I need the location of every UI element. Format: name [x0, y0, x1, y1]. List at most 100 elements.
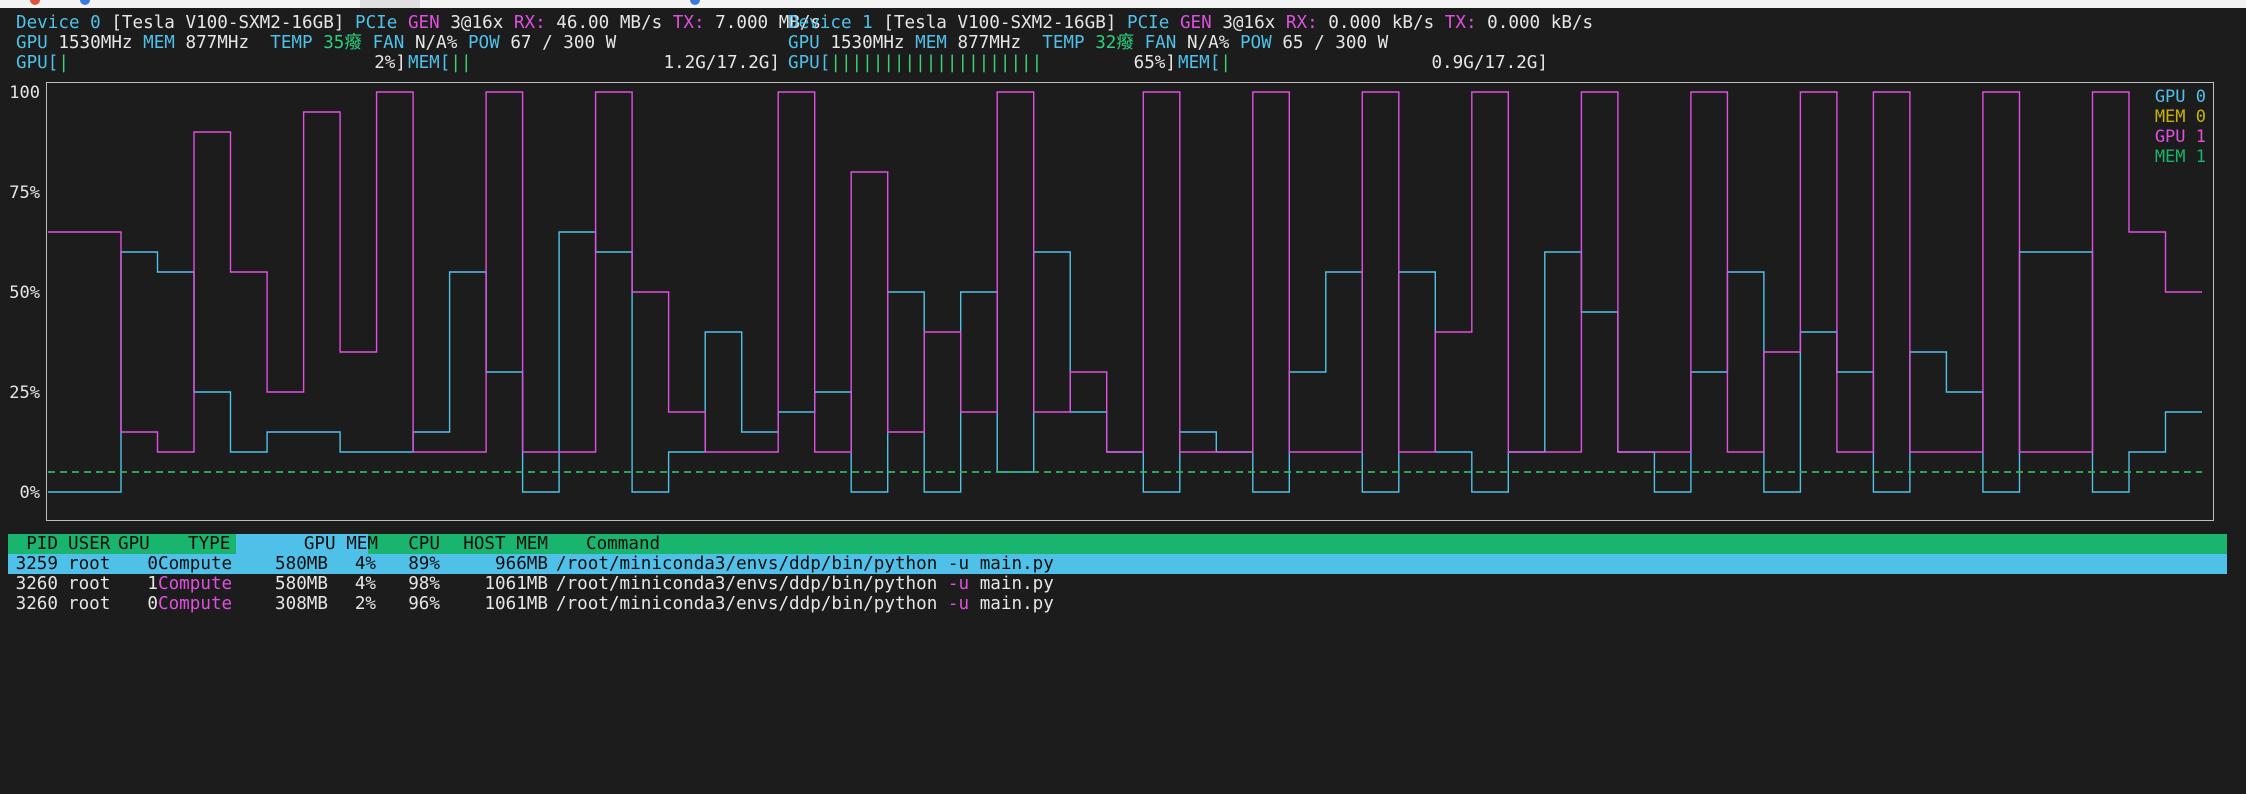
gen-value: 3@16x [1222, 13, 1276, 33]
device-0-line-2: GPU 1530MHz MEM 877MHz TEMP 35癈 FAN N/A%… [16, 33, 616, 53]
process-row[interactable]: 3260 root 1 Compute 580MB 4% 98% 1061MB … [8, 574, 2227, 594]
row-type: Compute [158, 574, 233, 594]
y-tick-label: 75% [9, 183, 40, 203]
row-command: /root/miniconda3/envs/ddp/bin/python -u … [556, 574, 1054, 594]
device-0-gpu-bar: GPU[| [16, 53, 69, 73]
device-index: 0 [90, 13, 101, 33]
pcie-label: PCIe [354, 13, 398, 33]
col-user[interactable]: USER [68, 534, 111, 554]
y-tick-label: 100 [9, 83, 40, 103]
gpu-bar-value: 65%] [1133, 53, 1176, 73]
tab-favicon-icon [30, 0, 40, 5]
command-flag: -u [947, 594, 970, 614]
mem-bar-label: MEM[ [408, 53, 451, 73]
series-lines [48, 91, 2202, 493]
col-gpu-mem[interactable]: GPU MEM [303, 534, 378, 554]
mem-bar-label: MEM[ [1178, 53, 1221, 73]
row-cpu: 98% [408, 574, 440, 594]
temp-value: 32癈 [1095, 33, 1134, 53]
pow-value: 67 / 300 W [510, 33, 617, 53]
device-0-line-1: Device 0 [Tesla V100-SXM2-16GB] PCIe GEN… [16, 13, 821, 33]
y-axis-ticks: 100 75% 50% 25% 0% [9, 83, 40, 503]
mem-clock-label: MEM [143, 33, 175, 53]
row-command: /root/miniconda3/envs/ddp/bin/python -u … [556, 554, 1054, 574]
mem-bar-fill: || [450, 53, 472, 73]
gpu-bar-fill: |||||||||||||||||||| [830, 53, 1043, 73]
col-pid[interactable]: PID [26, 534, 58, 554]
device-index: 1 [862, 13, 873, 33]
gpu-clock-label: GPU [16, 33, 48, 53]
temp-value: 35癈 [323, 33, 362, 53]
pow-label: POW [1239, 33, 1272, 53]
gpu-clock-value: 1530MHz [830, 33, 905, 53]
row-host-mem: 1061MB [484, 594, 548, 614]
rx-value: 46.00 MB/s [556, 13, 663, 33]
row-gpu-mem: 308MB [275, 594, 328, 614]
tx-value: 7.000 MB/s [715, 13, 822, 33]
row-gpu-mem-pct: 4% [354, 574, 376, 594]
row-user: root [68, 554, 111, 574]
tx-label: TX: [1444, 13, 1477, 33]
legend-item: GPU 0 [2155, 87, 2206, 107]
pow-value: 65 / 300 W [1282, 33, 1389, 53]
col-host-mem[interactable]: HOST MEM [463, 534, 548, 554]
device-1-mem-value: 0.9G/17.2G] [1388, 53, 1548, 73]
pow-label: POW [467, 33, 500, 53]
row-type: Compute [158, 594, 233, 614]
legend-item: GPU 1 [2155, 127, 2206, 147]
row-pid: 3259 [15, 554, 58, 574]
series-line-gpu-1 [48, 91, 2202, 453]
row-cpu: 96% [408, 594, 440, 614]
gen-label: GEN [407, 13, 440, 33]
col-cpu[interactable]: CPU [408, 534, 440, 554]
row-pid: 3260 [15, 594, 58, 614]
row-cpu: 89% [408, 554, 440, 574]
device-model: [Tesla V100-SXM2-16GB] [111, 13, 345, 33]
chart-frame [46, 82, 2214, 521]
fan-value: N/A% [1186, 33, 1230, 53]
row-user: root [68, 574, 111, 594]
command-path: /root/miniconda3/envs/ddp/bin/python [556, 574, 938, 594]
gen-label: GEN [1179, 13, 1212, 33]
row-user: root [68, 594, 111, 614]
row-command: /root/miniconda3/envs/ddp/bin/python -u … [556, 594, 1054, 614]
row-type: Compute [158, 554, 233, 574]
gpu-bar-value: 2%] [374, 53, 406, 73]
command-flag: -u [947, 574, 970, 594]
col-type[interactable]: TYPE [188, 534, 231, 554]
rx-label: RX: [1285, 13, 1318, 33]
process-row[interactable]: 3260 root 0 Compute 308MB 2% 96% 1061MB … [8, 594, 2227, 614]
device-1-line-2: GPU 1530MHz MEM 877MHz TEMP 32癈 FAN N/A%… [788, 33, 1388, 53]
command-path: /root/miniconda3/envs/ddp/bin/python [556, 594, 938, 614]
col-command[interactable]: Command [586, 534, 661, 554]
command-arg: main.py [979, 594, 1054, 614]
row-gpu: 0 [147, 554, 158, 574]
row-host-mem: 966MB [495, 554, 548, 574]
command-flag: -u [947, 554, 970, 574]
device-label: Device [788, 13, 852, 33]
tx-value: 0.000 kB/s [1487, 13, 1594, 33]
row-host-mem: 1061MB [484, 574, 548, 594]
process-row[interactable]: 3259 root 0 Compute 580MB 4% 89% 966MB /… [8, 554, 2227, 574]
device-0-mem-bar: MEM[|| [408, 53, 472, 73]
col-gpu[interactable]: GPU [118, 534, 150, 554]
row-gpu-mem-pct: 4% [354, 554, 376, 574]
tab-edge [360, 0, 420, 8]
row-gpu: 1 [147, 574, 158, 594]
row-gpu-mem: 580MB [275, 574, 328, 594]
mem-clock-label: MEM [915, 33, 947, 53]
device-1-line-1: Device 1 [Tesla V100-SXM2-16GB] PCIe GEN… [788, 13, 1593, 33]
y-tick-label: 0% [20, 483, 40, 503]
tab-favicon-icon [690, 0, 700, 5]
browser-tab-strip [0, 0, 2246, 8]
gpu-clock-value: 1530MHz [58, 33, 133, 53]
row-pid: 3260 [15, 574, 58, 594]
legend-item: MEM 0 [2155, 107, 2206, 127]
mem-clock-value: 877MHz [185, 33, 250, 53]
process-table-header: PID USER GPU TYPE GPU MEM CPU HOST MEM C… [8, 534, 2227, 554]
gpu-bar-label: GPU[ [16, 53, 59, 73]
device-1-mem-bar: MEM[| [1178, 53, 1231, 73]
command-arg: main.py [979, 554, 1054, 574]
